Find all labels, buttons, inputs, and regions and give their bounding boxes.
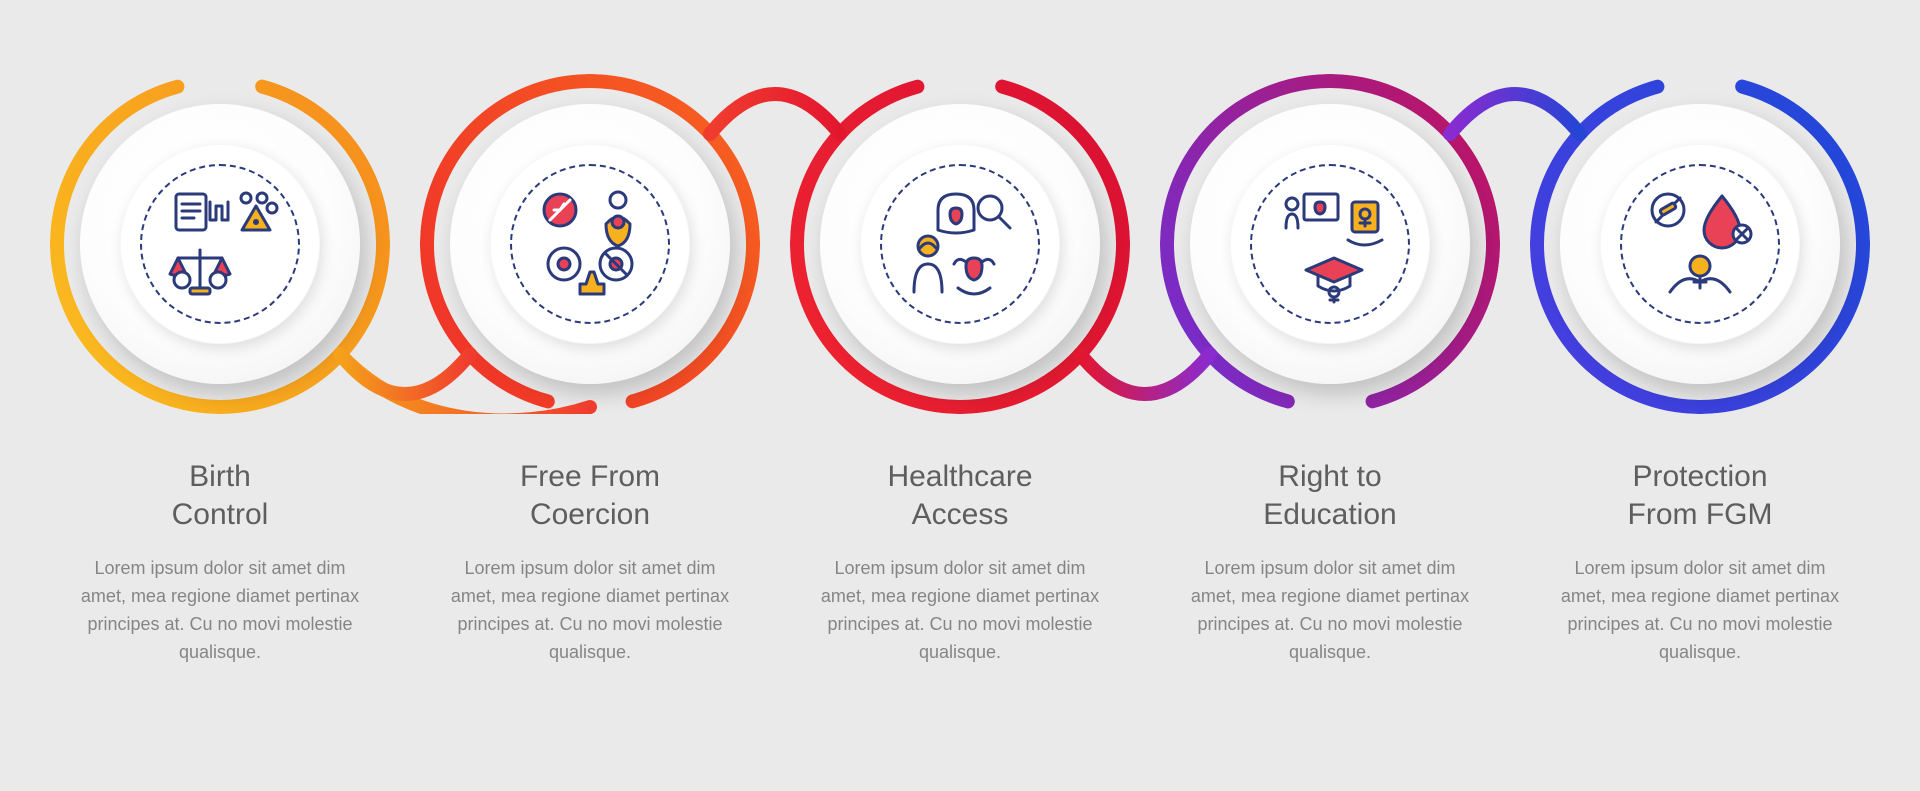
step-title: Protection From FGM [1628,458,1773,533]
step-3: Healthcare Access Lorem ipsum dolor sit … [790,74,1130,667]
step-title: Right to Education [1263,458,1396,533]
medallion [420,74,760,414]
dashed-ring [140,164,300,324]
medallion [1530,74,1870,414]
step-body: Lorem ipsum dolor sit amet dim amet, mea… [70,555,370,667]
step-4: Right to Education Lorem ipsum dolor sit… [1160,74,1500,667]
step-5: Protection From FGM Lorem ipsum dolor si… [1530,74,1870,667]
inner-disc [1600,144,1800,344]
healthcare-access-icon [900,184,1020,304]
step-2: Free From Coercion Lorem ipsum dolor sit… [420,74,760,667]
right-to-education-icon [1270,184,1390,304]
infographic-stage: Birth Control Lorem ipsum dolor sit amet… [0,0,1920,791]
step-title: Healthcare Access [887,458,1032,533]
medallion [1160,74,1500,414]
dashed-ring [880,164,1040,324]
inner-disc [1230,144,1430,344]
step-title: Birth Control [172,458,269,533]
inner-disc [860,144,1060,344]
step-title: Free From Coercion [520,458,660,533]
medallion [50,74,390,414]
dashed-ring [510,164,670,324]
dashed-ring [1250,164,1410,324]
protection-from-fgm-icon [1640,184,1760,304]
step-1: Birth Control Lorem ipsum dolor sit amet… [50,74,390,667]
dashed-ring [1620,164,1780,324]
birth-control-icon [160,184,280,304]
inner-disc [120,144,320,344]
free-from-coercion-icon [530,184,650,304]
medallion-row: Birth Control Lorem ipsum dolor sit amet… [0,74,1920,667]
step-body: Lorem ipsum dolor sit amet dim amet, mea… [810,555,1110,667]
step-body: Lorem ipsum dolor sit amet dim amet, mea… [1180,555,1480,667]
medallion [790,74,1130,414]
inner-disc [490,144,690,344]
step-body: Lorem ipsum dolor sit amet dim amet, mea… [440,555,740,667]
step-body: Lorem ipsum dolor sit amet dim amet, mea… [1550,555,1850,667]
